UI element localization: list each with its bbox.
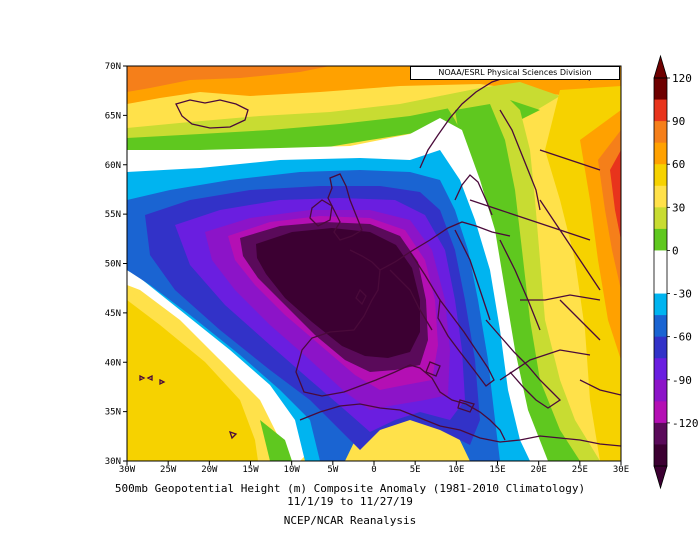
colorbar-label: -30 <box>672 288 692 301</box>
colorbar-label: 120 <box>672 72 692 85</box>
colorbar-segment <box>654 379 667 402</box>
contour-darkorange-north <box>127 66 330 92</box>
colorbar-segment <box>654 250 667 273</box>
colorbar-segment <box>654 422 667 445</box>
lat-tick-label: 45N <box>105 309 121 319</box>
coast-sicily <box>457 399 475 413</box>
caption-line-1: 500mb Geopotential Height (m) Composite … <box>114 482 586 495</box>
colorbar-segment <box>654 78 667 101</box>
longitude-axis: 30W 25W 20W 15W 10W 5W 0 5E 10E 15E 20E 25E 30E <box>119 461 629 475</box>
credit-label: NOAA/ESRL Physical Sciences Division <box>410 66 620 80</box>
caption-line-2: 11/1/19 to 11/27/19 <box>287 495 413 508</box>
lat-tick-label: 55N <box>105 210 121 220</box>
coast-corsica <box>355 288 367 306</box>
coast-balkans <box>485 319 562 409</box>
coast-ireland <box>309 199 333 227</box>
contour-red-east <box>610 150 621 240</box>
coastlines <box>139 69 621 447</box>
coast-madeira <box>228 430 238 440</box>
colorbar-segment <box>654 164 667 187</box>
colorbar-segment <box>654 315 667 338</box>
lon-tick-label: 30E <box>613 465 629 475</box>
lon-tick-label: 15W <box>242 465 259 475</box>
caption-line-3: NCEP/NCAR Reanalysis <box>283 514 417 527</box>
colorbar-segment <box>654 121 667 144</box>
contour-green-north <box>127 100 540 158</box>
colorbar-segment <box>654 358 667 381</box>
colorbar-label: 30 <box>672 201 685 214</box>
lon-tick-label: 0 <box>371 465 376 475</box>
lat-tick-label: 65N <box>105 111 121 121</box>
colorbar-label: 0 <box>672 244 679 257</box>
lon-tick-label: 5W <box>327 465 338 475</box>
colorbar-label: -60 <box>672 331 692 344</box>
lon-tick-label: 10W <box>284 465 301 475</box>
lat-tick-label: 30N <box>105 457 121 467</box>
colorbar: 120 90 60 30 0 -30 -60 -90 -120 <box>653 54 699 490</box>
colorbar-frame <box>653 77 668 467</box>
colorbar-segment <box>654 207 667 230</box>
lon-tick-label: 25W <box>160 465 177 475</box>
lon-tick-label: 25E <box>572 465 588 475</box>
lon-tick-label: 30W <box>119 465 136 475</box>
colorbar-segment <box>654 99 667 122</box>
colorbar-label: 90 <box>672 115 685 128</box>
colorbar-segment <box>654 272 667 295</box>
coast-britain <box>327 173 363 241</box>
lat-tick-label: 35N <box>105 408 121 418</box>
coast-iceland <box>175 99 249 129</box>
colorbar-segment <box>654 444 667 467</box>
coast-north-africa <box>299 403 621 447</box>
latitude-axis: 70N 65N 60N 55N 50N 45N 40N 35N 30N <box>105 62 127 467</box>
lat-tick-label: 50N <box>105 260 121 270</box>
contour-lightyellow-southwest <box>127 300 258 461</box>
coast-italy <box>437 298 495 387</box>
country-borders <box>389 149 621 396</box>
coast-sardinia <box>425 361 441 377</box>
colorbar-segment <box>654 142 667 165</box>
colorbar-label: 60 <box>672 158 685 171</box>
colorbar-label: -120 <box>672 417 699 430</box>
colorbar-segment <box>654 293 667 316</box>
lat-tick-label: 40N <box>105 358 121 368</box>
lat-tick-label: 60N <box>105 161 121 171</box>
coast-north-sea <box>379 221 511 271</box>
colorbar-segment <box>654 228 667 251</box>
lon-tick-label: 5E <box>410 465 421 475</box>
colorbar-top-arrow <box>653 54 668 79</box>
colorbar-label: -90 <box>672 374 692 387</box>
lon-tick-label: 20E <box>531 465 547 475</box>
anomaly-field <box>127 66 621 461</box>
lon-tick-label: 20W <box>201 465 218 475</box>
colorbar-segment <box>654 185 667 208</box>
contour-darkplum-core <box>256 228 420 358</box>
lon-tick-label: 15E <box>489 465 505 475</box>
lat-tick-label: 70N <box>105 62 121 72</box>
contour-green-south <box>260 420 292 461</box>
colorbar-segment <box>654 336 667 359</box>
contour-green-east <box>455 104 580 461</box>
coast-azores <box>139 374 166 386</box>
colorbar-segment <box>654 401 667 424</box>
lon-tick-label: 10E <box>448 465 464 475</box>
